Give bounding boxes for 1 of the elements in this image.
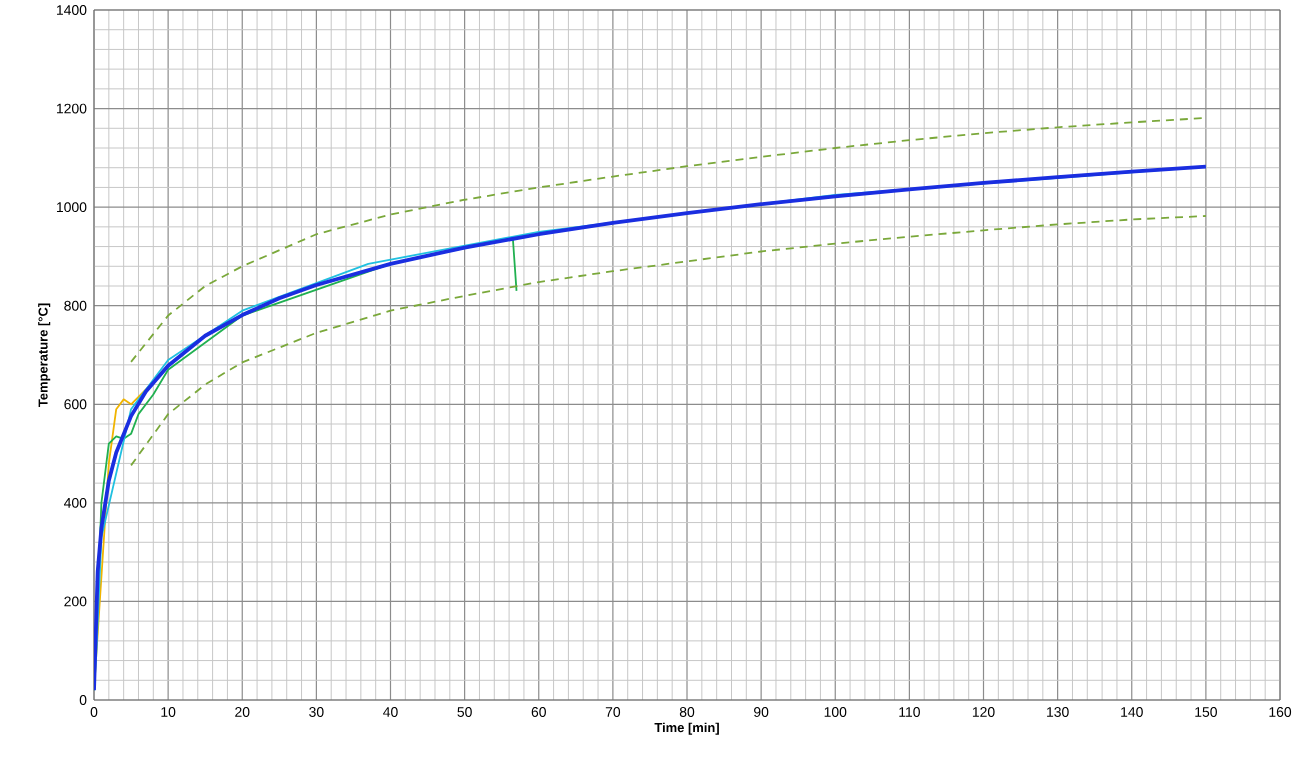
line-series <box>130 117 1207 363</box>
